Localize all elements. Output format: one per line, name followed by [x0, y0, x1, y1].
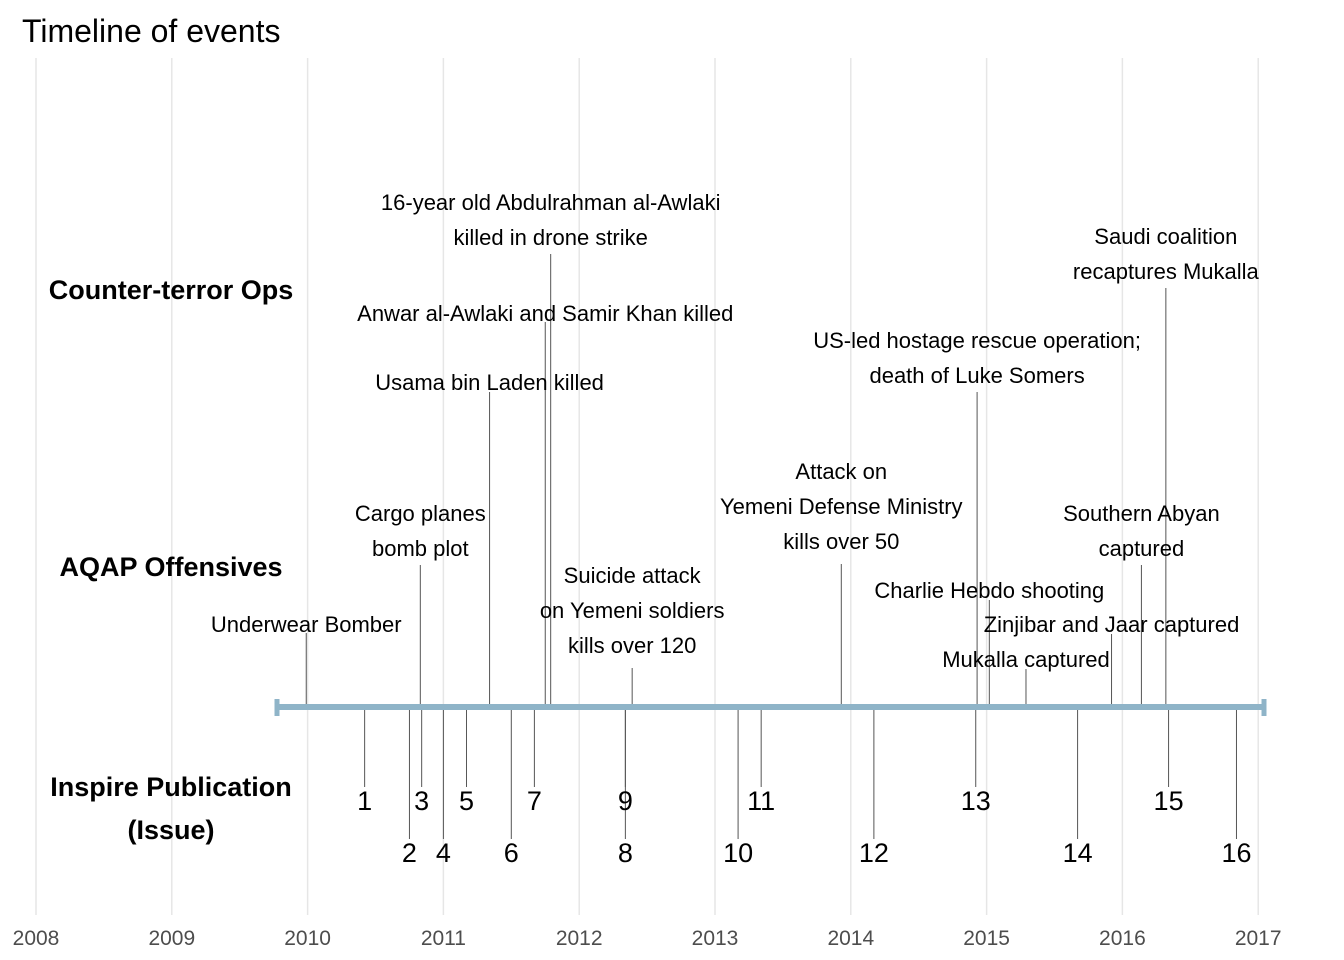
year-label-2010: 2010	[284, 927, 331, 950]
issue-label-14: 14	[1063, 838, 1093, 868]
issue-label-1: 1	[357, 786, 372, 816]
year-label-2012: 2012	[556, 927, 603, 950]
issue-label-2: 2	[402, 838, 417, 868]
year-label-2014: 2014	[827, 927, 874, 950]
issue-label-11: 11	[747, 786, 775, 816]
event-label-7-line-3: kills over 50	[783, 529, 899, 554]
issue-label-9: 9	[618, 786, 633, 816]
event-label-2-line-2: bomb plot	[372, 536, 469, 561]
row-label-aqap: AQAP Offensives	[59, 552, 282, 582]
event-label-10-line-1: Mukalla captured	[942, 647, 1110, 672]
event-label-8-line-2: death of Luke Somers	[869, 363, 1084, 388]
issue-label-8: 8	[618, 838, 633, 868]
year-label-2011: 2011	[421, 927, 466, 950]
event-label-13-line-2: recaptures Mukalla	[1073, 259, 1260, 284]
event-label-8-line-1: US-led hostage rescue operation;	[813, 328, 1141, 353]
issue-label-5: 5	[459, 786, 474, 816]
issue-label-6: 6	[504, 838, 519, 868]
year-tick-labels: 2008 2009 2010 2011 2012 2013 2014 2015 2016 2017	[13, 927, 1282, 950]
year-gridlines	[35, 58, 1259, 915]
year-label-2015: 2015	[963, 927, 1010, 950]
year-label-2016: 2016	[1099, 927, 1146, 950]
year-label-2008: 2008	[13, 927, 60, 950]
event-labels: Underwear Bomber Cargo planes bomb plot Usa…	[211, 190, 1260, 672]
event-label-3-line-1: Usama bin Laden killed	[375, 370, 604, 395]
year-label-2013: 2013	[692, 927, 739, 950]
issue-label-13: 13	[961, 786, 991, 816]
event-label-6-line-2: on Yemeni soldiers	[540, 598, 725, 623]
event-label-7-line-2: Yemeni Defense Ministry	[720, 494, 963, 519]
chart-title: Timeline of events	[22, 13, 280, 49]
event-label-13-line-1: Saudi coalition	[1094, 224, 1237, 249]
issue-label-16: 16	[1221, 838, 1251, 868]
event-label-9-line-1: Charlie Hebdo shooting	[874, 578, 1104, 603]
event-stems	[305, 254, 1237, 839]
issue-label-12: 12	[859, 838, 889, 868]
issue-label-10: 10	[723, 838, 753, 868]
year-label-2009: 2009	[148, 927, 195, 950]
year-label-2017: 2017	[1235, 927, 1282, 950]
timeline-axis	[274, 699, 1267, 716]
row-label-counter-terror: Counter-terror Ops	[49, 275, 294, 305]
event-label-1-line-1: Underwear Bomber	[211, 612, 402, 637]
row-label-inspire-sub: (Issue)	[127, 815, 214, 845]
issue-label-3: 3	[414, 786, 429, 816]
issue-label-4: 4	[436, 838, 451, 868]
event-label-5-line-2: killed in drone strike	[453, 225, 647, 250]
row-label-inspire: Inspire Publication	[50, 772, 292, 802]
issue-label-15: 15	[1154, 786, 1184, 816]
event-label-6-line-3: kills over 120	[568, 633, 696, 658]
event-label-4-line-1: Anwar al-Awlaki and Samir Khan killed	[357, 301, 733, 326]
event-label-6-line-1: Suicide attack	[564, 563, 702, 588]
event-label-2-line-1: Cargo planes	[355, 501, 486, 526]
event-label-11-line-1: Zinjibar and Jaar captured	[984, 612, 1240, 637]
issue-label-7: 7	[527, 786, 542, 816]
event-label-12-line-1: Southern Abyan	[1063, 501, 1220, 526]
event-label-7-line-1: Attack on	[795, 459, 887, 484]
event-label-5-line-1: 16-year old Abdulrahman al-Awlaki	[381, 190, 721, 215]
event-label-12-line-2: captured	[1099, 536, 1185, 561]
